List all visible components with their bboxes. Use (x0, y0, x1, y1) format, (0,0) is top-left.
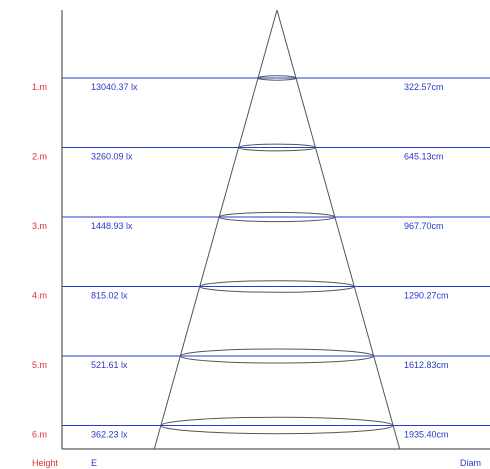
height-label: 4.m (32, 291, 47, 301)
height-label: 5.m (32, 360, 47, 370)
illuminance-label: 3260.09 lx (91, 152, 133, 162)
beam-cone (153, 9, 401, 450)
footer-illuminance-label: E (91, 458, 97, 468)
height-label: 1.m (32, 82, 47, 92)
diameter-label: 1612.83cm (404, 360, 449, 370)
footer-diameter-label: Diam (460, 458, 481, 468)
illuminance-label: 521.61 lx (91, 360, 128, 370)
illuminance-label: 362.23 lx (91, 430, 128, 440)
diameter-label: 645.13cm (404, 152, 444, 162)
diameter-label: 1935.40cm (404, 430, 449, 440)
diameter-label: 322.57cm (404, 82, 444, 92)
illuminance-label: 13040.37 lx (91, 82, 138, 92)
illuminance-label: 815.02 lx (91, 291, 128, 301)
diameter-label: 967.70cm (404, 221, 444, 231)
height-label: 2.m (32, 152, 47, 162)
illuminance-label: 1448.93 lx (91, 221, 133, 231)
cone-right-edge (276, 9, 401, 450)
levels-layer: 1.m 13040.37 lx 322.57cm 2.m 3260.09 lx 645.1… (32, 77, 490, 440)
height-label: 3.m (32, 221, 47, 231)
height-label: 6.m (32, 430, 47, 440)
diameter-label: 1290.27cm (404, 291, 449, 301)
footer-height-label: Height (32, 458, 59, 468)
cone-left-edge (153, 9, 278, 450)
